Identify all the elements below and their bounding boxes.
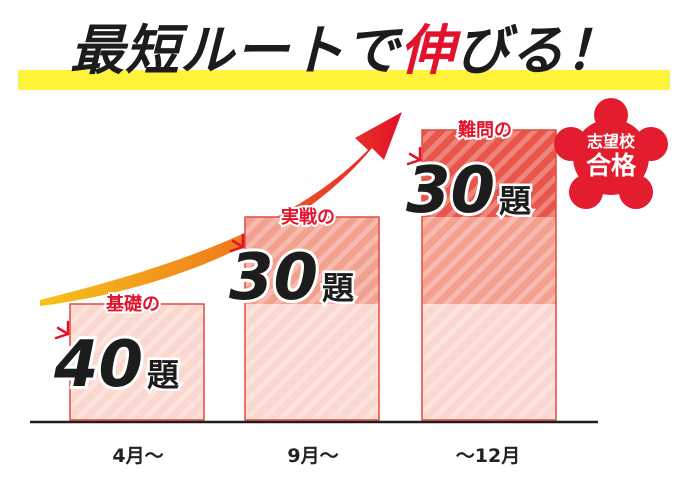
bar-hatch-3-1 <box>422 304 556 420</box>
annotation-count-3: 30 <box>406 154 495 228</box>
emphasis-mark <box>229 245 245 253</box>
goal-seal-badge <box>554 98 668 209</box>
bar-hatch-2-1 <box>245 304 379 420</box>
bar-outline-2 <box>244 216 380 421</box>
x-tick-label-3: 〜12月 <box>455 445 521 467</box>
emphasis-mark <box>408 152 422 162</box>
goal-seal-text: 志望校 合格 <box>561 132 661 180</box>
title-part-2: びる！ <box>455 19 620 82</box>
headline-underline <box>18 70 670 90</box>
bar-hatch-2-2 <box>245 217 379 304</box>
annotation-unit-3: 題 <box>499 182 531 220</box>
bar-outline-3 <box>421 129 557 421</box>
seal-line-1: 志望校 <box>586 132 635 151</box>
emphasis-mark <box>406 158 422 166</box>
annotation-label-2: 実戦の <box>281 206 335 228</box>
bar-outline-1 <box>69 303 205 421</box>
annotation-unit-2: 題 <box>322 269 354 307</box>
title-accent: 伸 <box>400 19 455 82</box>
annotation-label-1: 基礎の <box>105 293 160 315</box>
emphasis-mark <box>231 239 245 249</box>
title-part-1: 最短ルートで <box>70 19 400 82</box>
bar-hatch-1-1 <box>70 304 204 420</box>
emphasis-mark <box>56 326 70 336</box>
x-tick-label-1: 4月〜 <box>112 445 164 467</box>
annotation-unit-1: 題 <box>147 356 179 394</box>
bar-group <box>69 129 557 421</box>
emphasis-mark <box>54 332 70 340</box>
bar-hatch-3-3 <box>422 130 556 217</box>
annotation-count-1: 40 <box>53 328 143 402</box>
page-title: 最短ルートで伸びる！ <box>0 6 690 85</box>
annotation-label-3: 難問の <box>458 119 512 141</box>
x-tick-label-2: 9月〜 <box>287 445 339 467</box>
bar-hatch-3-2 <box>422 217 556 304</box>
annotation-count-2: 30 <box>229 241 318 315</box>
seal-line-2: 合格 <box>585 150 636 180</box>
